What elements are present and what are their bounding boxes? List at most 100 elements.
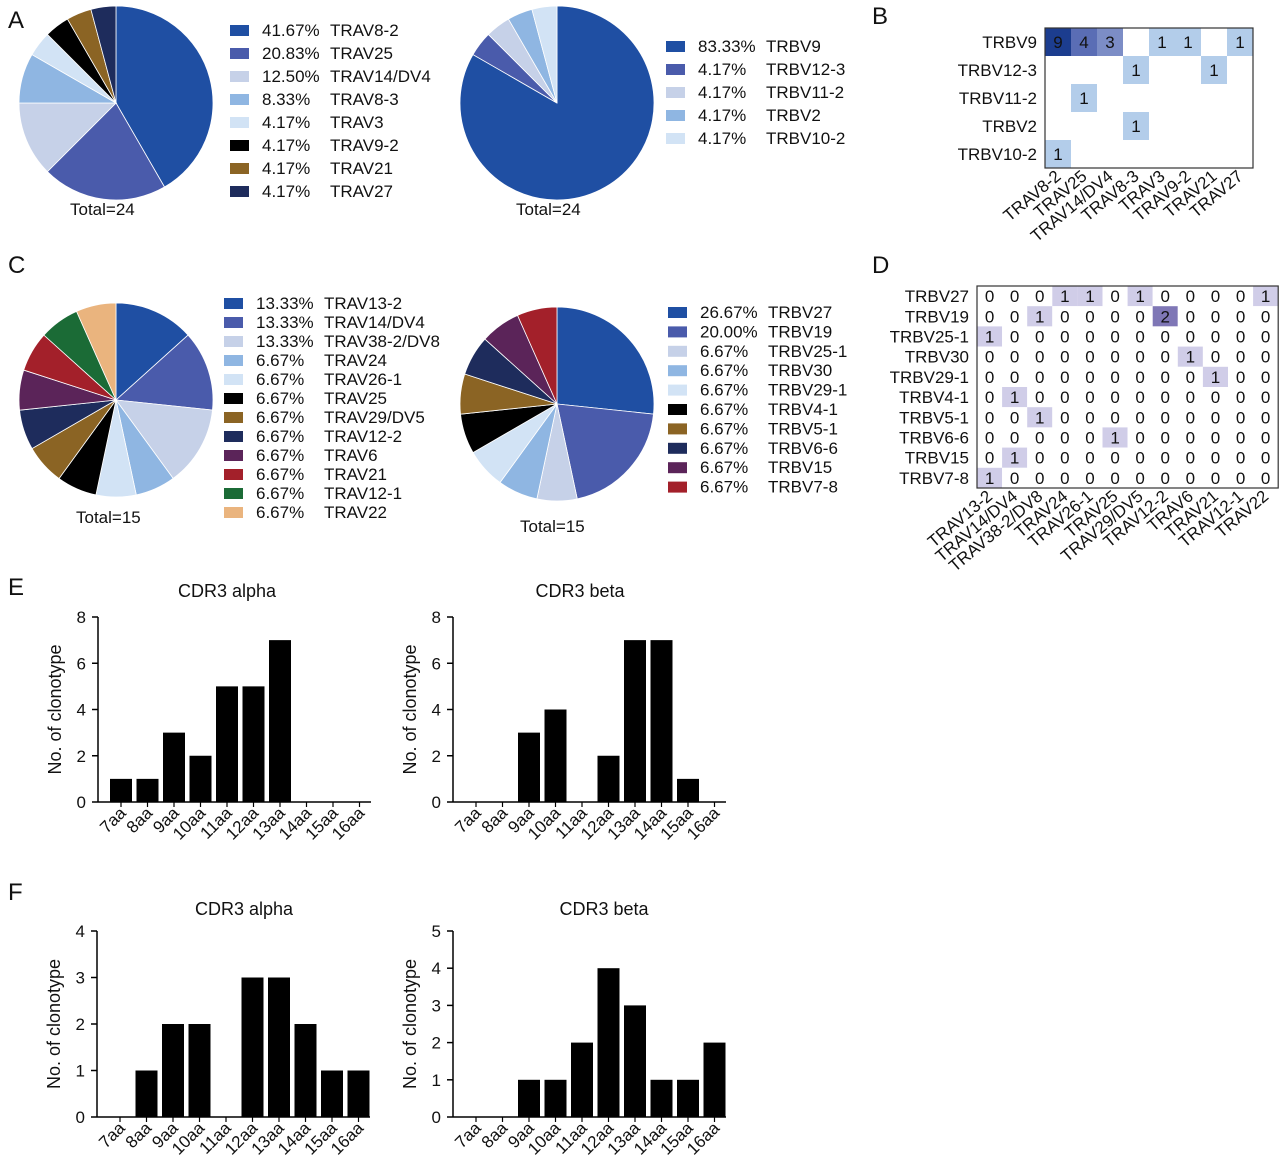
y-tick-label: 3 (76, 969, 85, 988)
legend-percent: 6.67% (256, 465, 304, 484)
cell-value: 0 (1010, 469, 1019, 488)
cell-value: 0 (1035, 388, 1044, 407)
heatmap-cell (977, 346, 1003, 367)
heatmap-cell (1152, 407, 1178, 428)
heatmap-cell (1127, 346, 1153, 367)
legend-label: TRBV10-2 (766, 129, 845, 148)
heatmap-cell (1097, 84, 1123, 112)
pie-slice (76, 302, 117, 401)
legend-percent: 6.67% (700, 342, 748, 361)
heatmap-cell (1071, 140, 1097, 168)
cell-value: 0 (1035, 348, 1044, 367)
legend-label: TRAV3 (330, 113, 384, 132)
y-tick-label: 1 (432, 1071, 441, 1090)
legend-percent: 6.67% (700, 478, 748, 497)
y-tick-label: 4 (77, 701, 86, 720)
legend-percent: 20.83% (262, 44, 320, 63)
heatmap-cell (1102, 467, 1128, 488)
heatmap-cell (1127, 467, 1153, 488)
legend-percent: 6.67% (256, 408, 304, 427)
row-label: TRBV27 (905, 287, 969, 306)
panel-label: F (8, 879, 23, 906)
heatmap-cell (1175, 84, 1201, 112)
heatmap-cell (1228, 286, 1254, 307)
heatmap-cell (1175, 112, 1201, 140)
heatmap-cell (1097, 140, 1123, 168)
y-tick-label: 2 (76, 1015, 85, 1034)
pie-slice (115, 334, 214, 411)
heatmap-cell (1149, 112, 1175, 140)
cell-value: 0 (1211, 287, 1220, 306)
cell-value: 0 (1236, 429, 1245, 448)
legend-swatch (666, 87, 685, 98)
heatmap-cell (1227, 56, 1253, 84)
pie-slice (115, 302, 189, 401)
cell-value: 0 (985, 348, 994, 367)
legend-label: TRAV21 (330, 159, 393, 178)
legend-label: TRBV7-8 (768, 478, 838, 497)
legend-label: TRAV12-2 (324, 427, 402, 446)
legend-label: TRBV27 (768, 303, 832, 322)
y-tick-label: 4 (432, 701, 441, 720)
heatmap-cell (1152, 467, 1178, 488)
row-label: TRBV29-1 (890, 368, 969, 387)
chart-title: CDR3 beta (535, 581, 625, 601)
legend-label: TRAV6 (324, 446, 378, 465)
heatmap (976, 285, 1279, 489)
legend-swatch (224, 469, 243, 480)
heatmap-cell (1077, 407, 1103, 428)
heatmap-cell (1102, 326, 1128, 347)
cell-value: 0 (1085, 449, 1094, 468)
cell-value: 0 (1161, 408, 1170, 427)
cell-value: 0 (1135, 348, 1144, 367)
cell-value: 0 (1261, 388, 1270, 407)
legend-swatch (224, 412, 243, 423)
cell-value: 0 (1211, 328, 1220, 347)
legend-label: TRAV9-2 (330, 136, 399, 155)
legend-swatch (668, 326, 687, 338)
legend-swatch (230, 94, 249, 105)
cell-value: 0 (1135, 429, 1144, 448)
heatmap-cell (1228, 366, 1254, 387)
legend-label: TRAV8-3 (330, 90, 399, 109)
heatmap-cell (1002, 447, 1028, 468)
cell-value: 1 (985, 328, 994, 347)
heatmap-cell (1202, 467, 1228, 488)
legend-percent: 83.33% (698, 37, 756, 56)
heatmap-cell (1228, 306, 1254, 327)
cell-value: 0 (1261, 429, 1270, 448)
cell-value: 0 (1110, 287, 1119, 306)
heatmap-cell (1123, 84, 1149, 112)
cell-value: 0 (1186, 449, 1195, 468)
cell-value: 0 (1211, 449, 1220, 468)
x-tick-label: 16aa (327, 1118, 368, 1159)
legend-percent: 6.67% (700, 400, 748, 419)
legend-label: TRAV14/DV4 (330, 67, 431, 86)
cell-value: 0 (1085, 307, 1094, 326)
row-label: TRBV5-1 (899, 408, 969, 427)
cell-value: 0 (985, 449, 994, 468)
pie-slice (531, 5, 558, 104)
cell-value: 0 (1060, 348, 1069, 367)
bar (544, 1079, 567, 1117)
legend-swatch (224, 374, 243, 385)
legend-percent: 4.17% (262, 182, 310, 201)
legend-swatch (666, 110, 685, 121)
y-tick-label: 0 (432, 1108, 441, 1127)
heatmap-cell (1027, 467, 1053, 488)
cell-value: 1 (1010, 388, 1019, 407)
cell-value: 0 (1135, 469, 1144, 488)
bar (136, 778, 159, 802)
heatmap-cell (1177, 286, 1203, 307)
heatmap-cell (1202, 346, 1228, 367)
heatmap-cell (1123, 140, 1149, 168)
heatmap-cell (1253, 346, 1279, 367)
cell-value: 0 (985, 287, 994, 306)
heatmap-cell (1077, 306, 1103, 327)
bar (571, 1042, 593, 1117)
cell-value: 0 (1135, 388, 1144, 407)
heatmap-cell (977, 427, 1003, 448)
legend-percent: 4.17% (262, 159, 310, 178)
heatmap-cell (1045, 28, 1071, 56)
heatmap-cell (1027, 366, 1053, 387)
